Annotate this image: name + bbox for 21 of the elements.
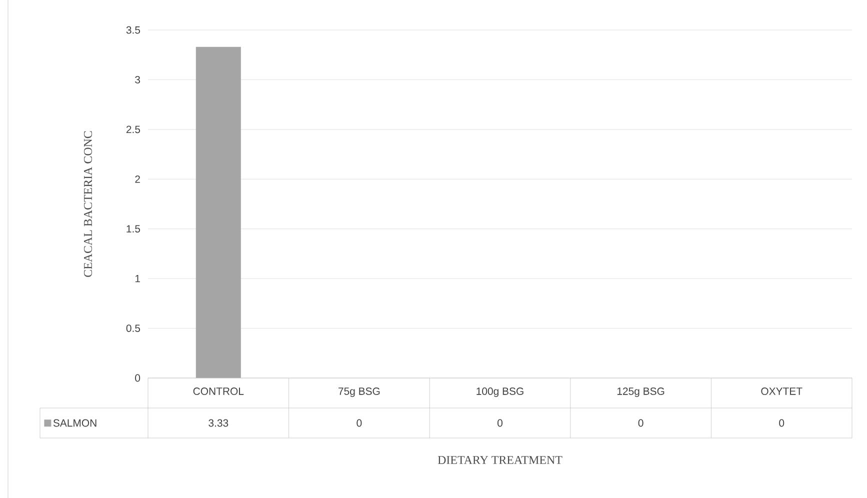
data-label: 0 [638, 419, 644, 427]
x-tick-label: 75g BSG [338, 388, 380, 397]
data-label: 0 [498, 419, 502, 427]
data-label: 3.33 [208, 419, 228, 427]
x-tick-label: 125g BSG [617, 388, 664, 397]
y-tick-label: 1 [135, 274, 140, 282]
y-tick-label: 0.5 [126, 324, 140, 332]
data-label: 0 [779, 419, 784, 427]
y-tick-label: 2 [135, 176, 140, 183]
x-axis-title: DIETARY TREATMENT [438, 456, 562, 464]
y-tick-label: 1.5 [126, 225, 140, 233]
x-tick-label: 100g BSG [476, 388, 524, 397]
data-label: 0 [356, 419, 362, 427]
y-axis-title: CEACAL BACTERIA CONC [84, 131, 92, 277]
legend-label: SALMON [53, 419, 96, 427]
y-tick-label: 3 [135, 76, 140, 84]
x-tick-label: CONTROL [193, 388, 244, 395]
y-tick-label: 2.5 [126, 126, 140, 134]
x-tick-label: OXYTET [761, 388, 802, 395]
y-tick-label: 0 [135, 374, 140, 382]
y-tick-label: 3.5 [126, 26, 140, 34]
